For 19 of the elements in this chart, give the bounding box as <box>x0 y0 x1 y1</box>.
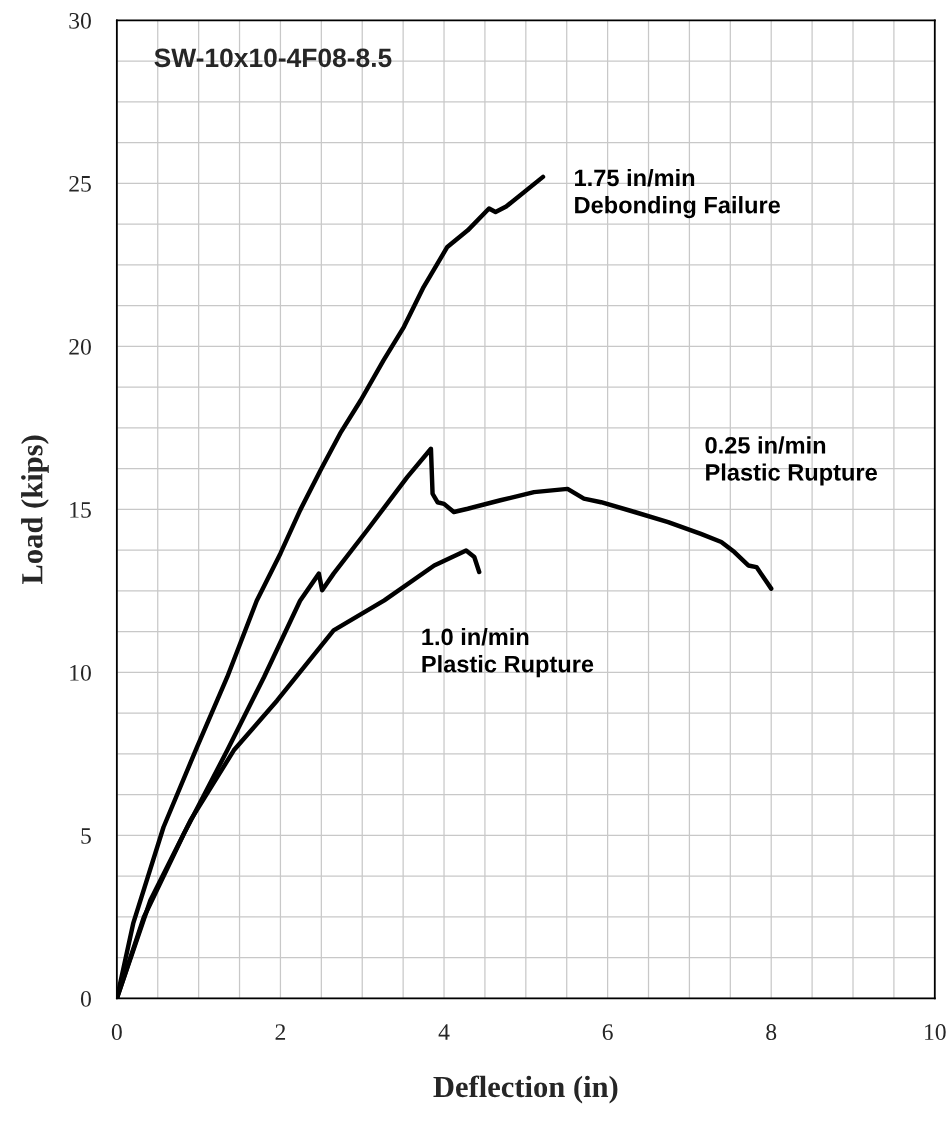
x-tick-label: 0 <box>111 1024 122 1041</box>
text: SW-10x10-4F08-8.5 <box>154 48 392 68</box>
x-tick-label: 4 <box>438 1024 450 1040</box>
y-tick-label: 25 <box>69 175 91 192</box>
y-axis-title: Load (kips) <box>21 435 49 585</box>
series-label: 0.25 in/min Plastic Rupture <box>705 436 877 486</box>
x-tick-label: 8 <box>766 1024 777 1041</box>
x-tick-label: 10 <box>925 1024 946 1041</box>
y-tick-label: 0 <box>80 990 91 1007</box>
x-tick-label: 2 <box>275 1024 286 1040</box>
y-tick-label: 20 <box>69 338 91 355</box>
y-tick-label: 30 <box>69 12 91 29</box>
y-tick-label: 10 <box>70 664 91 681</box>
y-tick-label: 5 <box>81 828 91 844</box>
y-tick-label: 15 <box>70 502 91 518</box>
x-tick-label: 6 <box>602 1024 613 1041</box>
x-axis-title: Deflection (in) <box>433 1075 618 1104</box>
series-label: 1.0 in/min Plastic Rupture <box>422 627 594 678</box>
series-label: 1.75 in/min Debonding Failure <box>575 168 781 219</box>
